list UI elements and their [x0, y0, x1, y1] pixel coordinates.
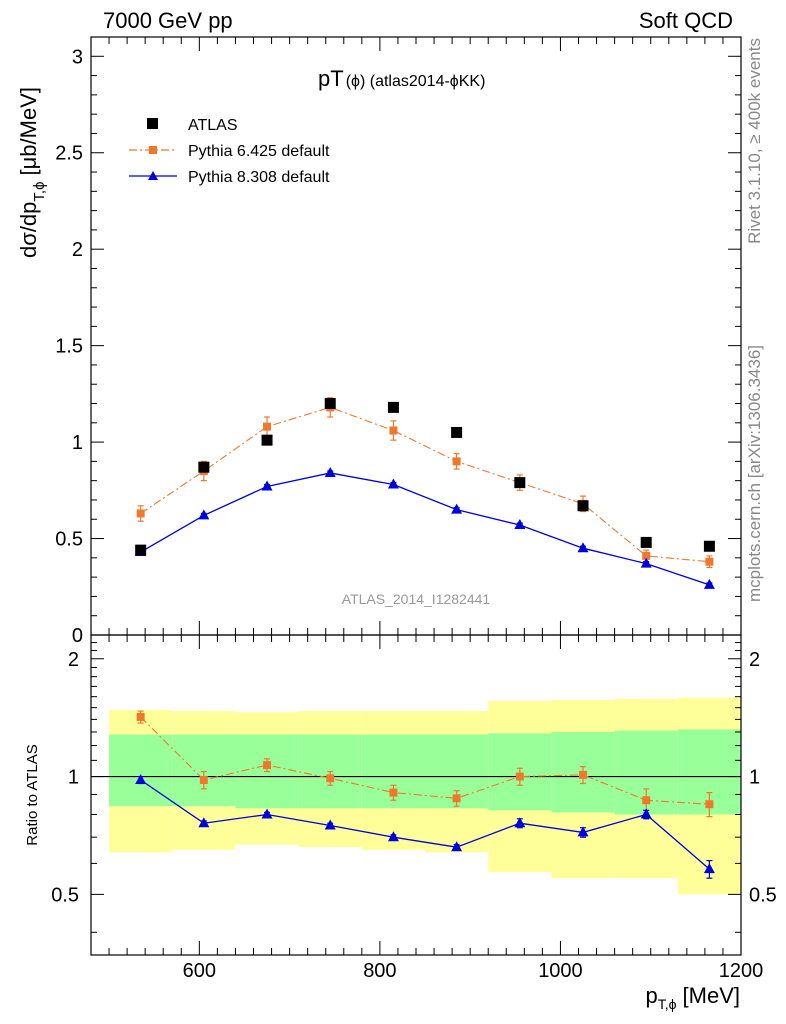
ratio-pythia8-line	[140, 779, 710, 870]
main-y-tick-label: 2.5	[55, 143, 83, 165]
legend-marker-pythia6	[149, 146, 157, 154]
main-plot-panel: 0 0.5 1 1.5 2 2.5 3	[55, 36, 742, 647]
process-label: Soft QCD	[639, 8, 733, 33]
x-tick-label: 1200	[719, 960, 764, 982]
x-axis-label-sub: T,ϕ	[658, 996, 677, 1012]
ratio-plot-panel: 600 800 1000 1200 0.5 0.5 1 1 2 2	[51, 634, 777, 982]
legend-entry-pythia6: Pythia 6.425 default	[129, 143, 330, 160]
main-pythia8-point	[261, 480, 273, 491]
ratio-y-tick-label-right: 2	[749, 649, 760, 671]
main-pythia6-point	[452, 457, 461, 466]
analysis-id-label: ATLAS_2014_I1282441	[342, 591, 491, 607]
ratio-pythia6-point	[389, 788, 398, 797]
ratio-pythia8-point	[387, 831, 399, 842]
ratio-pythia8-point	[640, 808, 652, 819]
main-atlas-point	[261, 434, 273, 446]
ratio-pythia6-line	[140, 716, 710, 805]
x-tick-label: 1000	[538, 960, 583, 982]
mcplots-label: mcplots.cern.ch [arXiv:1306.3436]	[745, 345, 764, 602]
ratio-pythia8-point	[324, 819, 336, 830]
main-atlas-point	[640, 536, 652, 548]
main-y-axis-label-main: dσ/dp	[16, 202, 41, 258]
ratio-pythia8-point	[198, 817, 210, 828]
main-pythia6-point	[705, 557, 714, 566]
ratio-pythia8-point	[261, 808, 273, 819]
ratio-y-tick-label-left: 1	[68, 767, 79, 789]
x-axis-label-unit: [MeV]	[683, 983, 740, 1008]
ratio-pythia6-point	[515, 772, 524, 781]
main-pythia8-point	[324, 466, 336, 477]
ratio-pythia6-point	[579, 770, 588, 779]
ratio-pythia8-point	[703, 863, 715, 874]
energy-label: 7000 GeV pp	[103, 8, 233, 33]
main-y-tick-label: 3	[72, 46, 83, 68]
legend-marker-atlas	[147, 118, 158, 129]
main-pythia8-point	[198, 509, 210, 520]
ratio-pythia6-point	[263, 761, 272, 770]
main-pythia6-line	[140, 406, 710, 563]
legend-entry-atlas: ATLAS	[147, 117, 238, 134]
main-pythia8-point	[703, 578, 715, 589]
ratio-band-inner	[172, 734, 236, 807]
main-pythia6-point	[389, 426, 398, 435]
main-y-tick-label: 0	[72, 625, 83, 647]
main-y-tick-label: 1.5	[55, 336, 83, 358]
main-plot-title-sub: (ϕ) (atlas2014-ϕKK)	[346, 73, 486, 90]
main-atlas-point	[703, 540, 715, 552]
main-pythia8-point	[640, 557, 652, 568]
ratio-pythia6-point	[199, 775, 208, 784]
x-tick-label: 600	[183, 960, 216, 982]
main-y-axis-label-sub: T,ϕ	[31, 182, 48, 202]
ratio-pythia6-point	[642, 796, 651, 805]
main-y-tick-label: 2	[72, 239, 83, 261]
x-axis-label-main: p	[646, 983, 658, 1008]
main-atlas-point	[324, 398, 336, 410]
legend-label-pythia6: Pythia 6.425 default	[188, 143, 330, 160]
ratio-pythia8-point	[135, 773, 147, 784]
main-pythia8-point	[514, 519, 526, 530]
legend-label-atlas: ATLAS	[188, 117, 238, 134]
main-pythia6-point	[263, 422, 272, 431]
legend-entry-pythia8: Pythia 8.308 default	[129, 169, 330, 186]
ratio-pythia6-point	[136, 712, 145, 721]
main-atlas-point	[387, 401, 399, 413]
main-y-tick-label: 0.5	[55, 529, 83, 551]
ratio-pythia8-point	[577, 826, 589, 837]
main-pythia8-point	[451, 503, 463, 514]
main-y-tick-label: 1	[72, 432, 83, 454]
main-plot-title: pT (ϕ) (atlas2014-ϕKK)	[318, 66, 485, 91]
main-pythia8-point	[387, 478, 399, 489]
main-atlas-point	[577, 500, 589, 512]
ratio-y-tick-label-right: 1	[749, 767, 760, 789]
ratio-y-axis-label: Ratio to ATLAS	[24, 744, 41, 845]
ratio-y-tick-label-left: 2	[68, 649, 79, 671]
main-atlas-point	[198, 461, 210, 473]
main-pythia6-point	[136, 509, 145, 518]
legend-label-pythia8: Pythia 8.308 default	[188, 169, 330, 186]
ratio-pythia6-point	[452, 794, 461, 803]
main-plot-title-main: pT	[318, 66, 344, 91]
main-y-axis-label: dσ/dpT,ϕ [μb/MeV]	[16, 87, 48, 258]
main-pythia8-point	[577, 542, 589, 553]
ratio-pythia6-point	[326, 774, 335, 783]
legend-marker-pythia8	[148, 171, 158, 180]
main-atlas-point	[514, 477, 526, 489]
x-tick-label: 800	[363, 960, 396, 982]
ratio-pythia6-point	[705, 800, 714, 809]
ratio-pythia8-point	[451, 841, 463, 852]
x-axis-label: pT,ϕ [MeV]	[646, 983, 740, 1012]
main-atlas-point	[135, 544, 147, 556]
rivet-label: Rivet 3.1.10, ≥ 400k events	[745, 38, 764, 244]
main-y-axis-label-unit: [μb/MeV]	[16, 87, 41, 175]
ratio-y-tick-label-right: 0.5	[749, 884, 777, 906]
legend: ATLAS Pythia 6.425 default Pythia 8.308 …	[129, 117, 330, 186]
main-atlas-point	[451, 426, 463, 438]
main-pythia8-line	[140, 472, 710, 586]
ratio-pythia8-point	[514, 817, 526, 828]
main-pythia6-point	[642, 551, 651, 560]
ratio-y-tick-label-left: 0.5	[51, 884, 79, 906]
